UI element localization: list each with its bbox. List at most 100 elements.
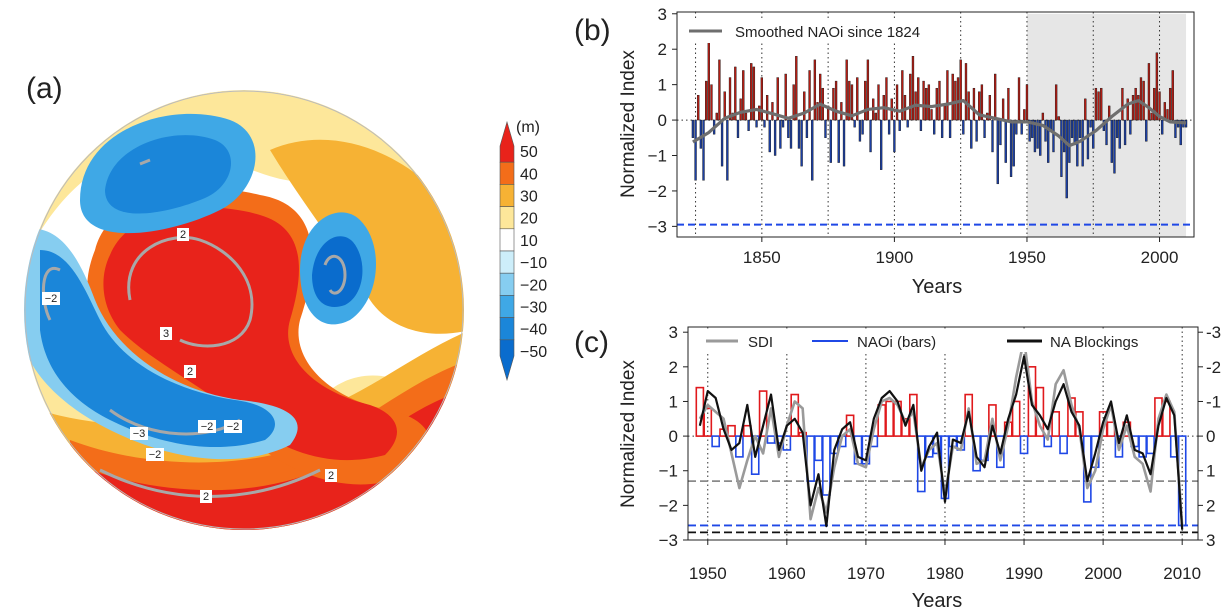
- nao-bar: [874, 112, 878, 121]
- nao-bar: [1145, 119, 1148, 142]
- colorbar-swatch: [499, 272, 515, 296]
- nao-bar: [744, 112, 748, 121]
- nao-bar: [803, 91, 806, 121]
- nao-bar: [842, 119, 846, 167]
- nao-bar: [887, 119, 891, 135]
- legend-label-blockings: NA Blockings: [1050, 334, 1138, 351]
- colorbar-labels: 50 40 30 20 10 −10 −20 −30 −40 −50: [520, 144, 547, 361]
- nao-bar: [999, 119, 1002, 146]
- nao-bar: [837, 119, 840, 163]
- colorbar-swatch: [499, 250, 515, 274]
- colorbar-swatch: [499, 120, 515, 163]
- polar-cap-core: [103, 207, 397, 461]
- y-tick-label: 3: [669, 323, 678, 342]
- nao-bar: [972, 87, 976, 121]
- nao-bar: [1036, 119, 1039, 149]
- smoothed-nao-line: [692, 98, 1187, 148]
- colorbar-tick-label: −10: [520, 255, 547, 272]
- nao-bar: [1059, 435, 1068, 455]
- nao-bar: [800, 119, 803, 167]
- nao-bar: [964, 63, 968, 121]
- colorbar-unit: (m): [516, 119, 540, 136]
- colorbar-tick-label: 10: [520, 233, 538, 250]
- nao-bar: [1081, 119, 1084, 167]
- y-tick-label: 1: [658, 76, 667, 95]
- nao-bar: [787, 119, 790, 138]
- right-y-tick-label: 1: [1206, 462, 1215, 481]
- svg-text:2: 2: [180, 229, 186, 241]
- nao-bar: [811, 119, 814, 181]
- nao-bar: [975, 119, 978, 142]
- nao-bar: [813, 59, 817, 121]
- contour-label: 2: [177, 228, 189, 241]
- nao-bar: [829, 119, 832, 163]
- nao-bar: [993, 73, 997, 121]
- panel-c-xlabel: Years: [912, 590, 962, 612]
- y-tick-label: 2: [658, 40, 667, 59]
- colorbar-tick-label: 40: [520, 166, 538, 183]
- contour-line: [139, 158, 151, 166]
- nao-bar: [824, 119, 827, 138]
- nao-bar: [1012, 119, 1015, 167]
- panel-c-label: (c): [574, 326, 609, 359]
- y-tick-label: −1: [648, 147, 667, 166]
- svg-text:−2: −2: [45, 293, 58, 305]
- panel-b-plot: −3 −2 −1 0 1 2 3 1850 1900 1950 2000: [648, 5, 1195, 267]
- plot-frame: [687, 326, 1199, 541]
- contour-label: −2: [224, 420, 242, 433]
- nao-bar: [1115, 119, 1119, 138]
- svg-text:2: 2: [203, 491, 209, 503]
- nao-bar: [1084, 98, 1087, 121]
- southwest-negative-core: [40, 250, 275, 448]
- panel-a: (a): [24, 72, 547, 530]
- nao-bar: [758, 105, 761, 121]
- nao-bar: [1168, 87, 1172, 121]
- nao-bar: [703, 407, 713, 437]
- colorbar-tick-label: 20: [520, 211, 538, 228]
- nao-bar: [930, 109, 933, 121]
- nao-bar: [1158, 91, 1161, 121]
- nao-bar: [834, 80, 838, 121]
- x-tick-label: 1980: [926, 564, 964, 583]
- contour-label: 2: [184, 365, 196, 378]
- nao-bar: [699, 119, 703, 149]
- nao-bar: [1062, 119, 1066, 153]
- nao-bar: [909, 73, 912, 121]
- svg-text:3: 3: [163, 328, 169, 340]
- nao-bar: [1047, 119, 1050, 163]
- nao-bar: [832, 87, 835, 121]
- nao-bar: [1097, 91, 1100, 121]
- nao-bar: [1089, 119, 1092, 128]
- colorbar-swatch: [499, 206, 515, 230]
- nao-bar: [1019, 435, 1029, 455]
- colorbar-tick-label: −40: [520, 322, 547, 339]
- contour-label: −3: [130, 427, 148, 440]
- nao-bar: [866, 59, 870, 121]
- nao-bar: [1033, 119, 1037, 153]
- y-tick-label: 1: [669, 392, 678, 411]
- nao-bar: [917, 77, 920, 121]
- nao-bar: [1051, 411, 1061, 437]
- colorbar-swatch: [499, 339, 515, 382]
- nao-bar: [718, 59, 721, 121]
- nao-bar: [1068, 119, 1071, 163]
- contour-line: [323, 254, 347, 295]
- nao-bar: [1137, 95, 1140, 121]
- nao-bar: [1114, 435, 1124, 458]
- nao-bar: [795, 56, 798, 121]
- colorbar-tick-label: −30: [520, 300, 547, 317]
- nao-bar: [885, 400, 894, 437]
- nao-bar: [1126, 98, 1129, 121]
- nao-bar: [1174, 119, 1177, 138]
- nao-bar: [1020, 119, 1023, 135]
- nao-bar: [750, 63, 753, 121]
- nao-bar: [925, 87, 928, 121]
- nao-bar: [922, 80, 925, 121]
- panel-c-ylabel: Normalized Index: [618, 360, 639, 508]
- nao-bar: [959, 59, 962, 121]
- nao-bar: [996, 119, 999, 185]
- nao-bar: [861, 119, 864, 135]
- nao-bar: [991, 119, 994, 153]
- y-tick-label: −2: [648, 182, 667, 201]
- nao-bar: [1121, 87, 1124, 121]
